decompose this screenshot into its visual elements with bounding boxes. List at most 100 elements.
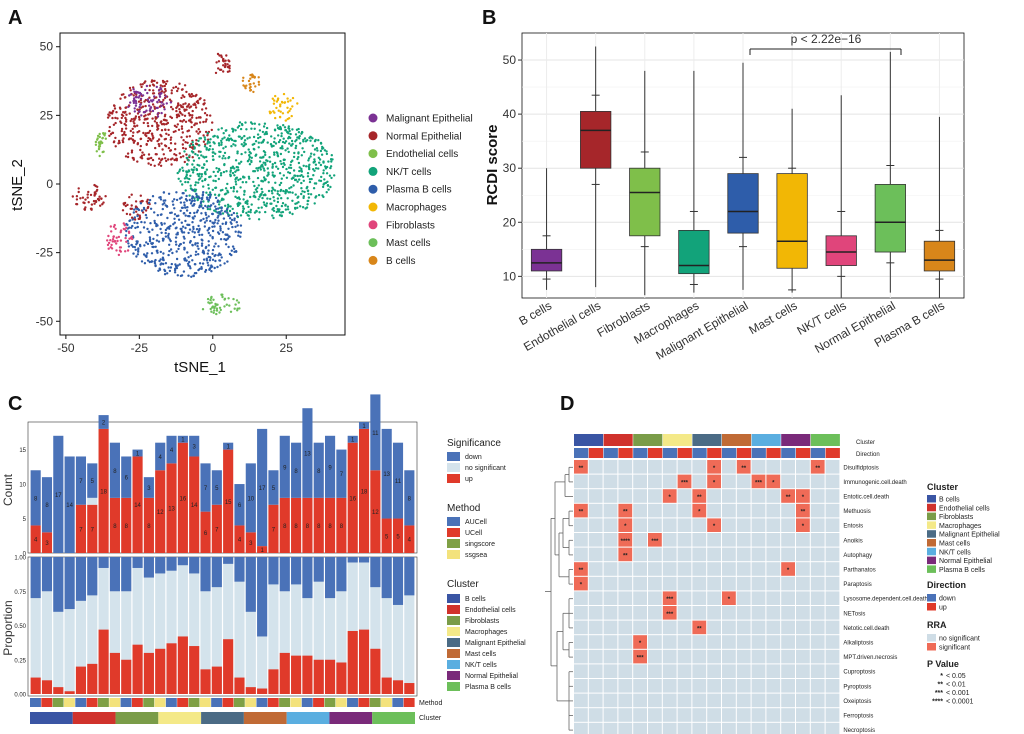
heatmap-cell (618, 722, 633, 734)
method-annotation-row (30, 698, 415, 707)
heatmap-cell (588, 518, 603, 532)
tsne-point (288, 171, 292, 175)
heatmap-cell (618, 562, 633, 576)
heatmap-cell (633, 489, 647, 503)
tsne-point (216, 216, 219, 219)
tsne-point (174, 263, 177, 266)
proportion-ytick-label: 0.50 (14, 624, 26, 630)
tsne-point (177, 244, 181, 248)
tsne-point (240, 143, 243, 146)
prop-bar-nosig (53, 557, 64, 694)
count-ylabel: Count (1, 473, 15, 506)
tsne-point (209, 307, 212, 311)
box-mast-cells (776, 108, 808, 293)
tsne-point (284, 129, 288, 132)
tsne-point (244, 151, 247, 154)
heatmap-cell (692, 620, 707, 635)
tsne-point (287, 150, 290, 154)
tsne-point (228, 217, 232, 220)
tsne-point (156, 115, 160, 118)
heatmap-cell (796, 708, 810, 722)
heatmap-row-label: Autophagy (843, 553, 872, 559)
tsne-point (131, 156, 134, 160)
tsne-point (183, 201, 186, 204)
heatmap-row-label: Ferroptosis (843, 714, 873, 720)
tsne-point (218, 155, 221, 158)
tsne-point (322, 160, 325, 163)
tsne-point (213, 134, 216, 138)
tsne-point (237, 178, 240, 182)
tsne-point (141, 151, 144, 154)
tsne-point (187, 274, 190, 277)
heatmap-cell-stars: ** (697, 495, 702, 501)
tsne-point (112, 123, 116, 127)
heatmap-cell (588, 576, 603, 591)
tsne-point (329, 185, 332, 189)
heatmap-cell (722, 708, 736, 722)
prop-bar-up (336, 662, 347, 694)
tsne-point (238, 121, 242, 124)
tsne-point (189, 202, 193, 205)
tsne-point (218, 311, 221, 314)
count-bar-down (166, 435, 177, 464)
heatmap-cell-stars: ** (815, 466, 820, 472)
heatmap-cell (633, 708, 647, 722)
tsne-point (333, 174, 336, 177)
heatmap-direction-cell (810, 448, 826, 458)
box-b-cells (530, 168, 563, 290)
tsne-point (135, 96, 138, 99)
tsne-point (192, 225, 195, 229)
tsne-point (84, 198, 87, 201)
tsne-point (238, 162, 241, 165)
pvalue-annotation: p < 2.22e−16 (791, 32, 862, 46)
heatmap-direction-cell (781, 448, 796, 458)
tsne-point (207, 148, 210, 152)
tsne-point (184, 102, 187, 105)
tsne-point (207, 264, 210, 267)
tsne-point (209, 193, 212, 196)
tsne-point (234, 139, 237, 143)
tsne-point (289, 163, 292, 167)
heatmap-cell (766, 547, 781, 562)
tsne-point (200, 200, 203, 203)
tsne-point (242, 76, 245, 80)
tsne-point (223, 305, 226, 308)
count-ytick-label: 0 (23, 552, 27, 558)
heatmap-cell (603, 708, 618, 722)
tsne-point (257, 76, 260, 79)
tsne-point (153, 105, 156, 109)
tsne-point (290, 186, 293, 189)
proportion-yticks: 1.000.750.500.250.00 (14, 556, 26, 699)
tsne-legend-label: Plasma B cells (386, 185, 452, 196)
heatmap-cluster-legend-title: Cluster (927, 482, 959, 492)
heatmap-cell (677, 460, 692, 474)
tsne-point (218, 150, 221, 153)
tsne-point (276, 124, 279, 127)
tsne-point (178, 168, 182, 171)
tsne-point (144, 88, 147, 92)
tsne-point (186, 130, 189, 133)
tsne-point (192, 227, 195, 231)
tsne-point (263, 169, 266, 172)
tsne-point (213, 245, 216, 248)
tsne-point (292, 169, 296, 172)
tsne-point (132, 88, 135, 91)
tsne-point (257, 80, 260, 84)
tsne-point (256, 186, 259, 190)
tsne-point (210, 301, 213, 304)
heatmap-cell (825, 489, 840, 503)
prop-bar-up (370, 648, 381, 694)
tsne-point (213, 309, 216, 312)
tsne-point (205, 259, 209, 262)
tsne-point (139, 231, 142, 234)
tsne-point (303, 137, 307, 140)
heatmap-cell (751, 460, 766, 474)
heatmap-cell (825, 533, 840, 547)
tsne-point (306, 175, 310, 178)
tsne-point (215, 207, 218, 211)
tsne-point (200, 242, 204, 245)
tsne-point (236, 307, 239, 310)
tsne-point (291, 212, 294, 216)
prop-bar-up (189, 646, 200, 694)
tsne-point (267, 189, 271, 193)
